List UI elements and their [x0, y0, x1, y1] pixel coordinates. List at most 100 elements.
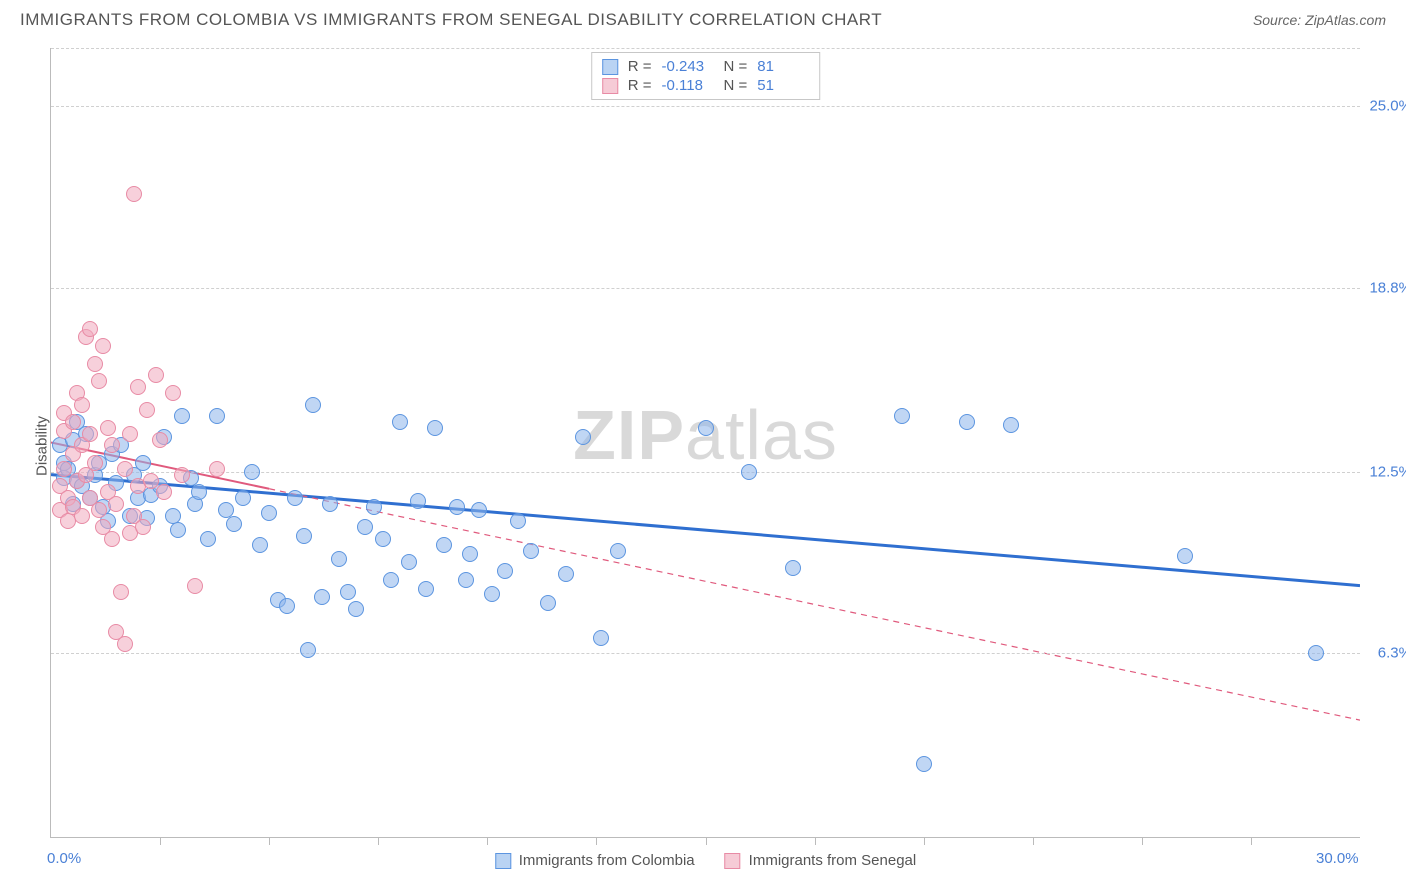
legend-label: Immigrants from Colombia: [519, 852, 695, 869]
data-point-colombia: [418, 581, 434, 597]
legend-swatch: [725, 853, 741, 869]
data-point-colombia: [959, 414, 975, 430]
data-point-colombia: [497, 563, 513, 579]
data-point-senegal: [152, 432, 168, 448]
data-point-colombia: [401, 554, 417, 570]
data-point-senegal: [165, 385, 181, 401]
x-tick: [487, 837, 488, 845]
data-point-colombia: [331, 551, 347, 567]
data-point-colombia: [575, 429, 591, 445]
y-tick-label: 25.0%: [1369, 98, 1406, 115]
data-point-colombia: [1308, 645, 1324, 661]
data-point-senegal: [82, 426, 98, 442]
data-point-colombia: [287, 490, 303, 506]
y-tick-label: 6.3%: [1378, 644, 1406, 661]
data-point-colombia: [218, 502, 234, 518]
trend-lines: [51, 48, 1360, 837]
data-point-senegal: [130, 379, 146, 395]
x-tick: [1251, 837, 1252, 845]
legend-swatch: [602, 59, 618, 75]
data-point-colombia: [261, 505, 277, 521]
series-legend: Immigrants from Colombia Immigrants from …: [495, 852, 916, 869]
data-point-colombia: [383, 572, 399, 588]
data-point-senegal: [148, 367, 164, 383]
data-point-colombia: [296, 528, 312, 544]
data-point-colombia: [593, 630, 609, 646]
data-point-senegal: [87, 356, 103, 372]
data-point-senegal: [187, 578, 203, 594]
data-point-colombia: [510, 513, 526, 529]
data-point-colombia: [458, 572, 474, 588]
data-point-colombia: [357, 519, 373, 535]
data-point-colombia: [916, 756, 932, 772]
data-point-colombia: [484, 586, 500, 602]
data-point-colombia: [449, 499, 465, 515]
data-point-senegal: [91, 373, 107, 389]
data-point-senegal: [122, 426, 138, 442]
data-point-colombia: [305, 397, 321, 413]
data-point-colombia: [244, 464, 260, 480]
legend-item: Immigrants from Senegal: [725, 852, 917, 869]
legend-label: Immigrants from Senegal: [749, 852, 917, 869]
data-point-colombia: [191, 484, 207, 500]
data-point-colombia: [540, 595, 556, 611]
data-point-colombia: [200, 531, 216, 547]
data-point-senegal: [117, 636, 133, 652]
n-value: 81: [757, 58, 809, 75]
n-value: 51: [757, 77, 809, 94]
data-point-senegal: [91, 502, 107, 518]
stats-legend-row: R =-0.243N =81: [602, 57, 810, 76]
gridline: [51, 48, 1360, 49]
data-point-senegal: [74, 508, 90, 524]
r-value: -0.118: [662, 77, 714, 94]
data-point-senegal: [209, 461, 225, 477]
data-point-colombia: [170, 522, 186, 538]
data-point-colombia: [785, 560, 801, 576]
data-point-colombia: [392, 414, 408, 430]
data-point-senegal: [156, 484, 172, 500]
stats-legend: R =-0.243N =81R =-0.118N =51: [591, 52, 821, 100]
x-axis-min-label: 0.0%: [47, 850, 81, 867]
chart-title: IMMIGRANTS FROM COLOMBIA VS IMMIGRANTS F…: [20, 10, 882, 30]
data-point-colombia: [471, 502, 487, 518]
data-point-colombia: [348, 601, 364, 617]
data-point-colombia: [894, 408, 910, 424]
data-point-senegal: [126, 186, 142, 202]
data-point-colombia: [410, 493, 426, 509]
legend-item: Immigrants from Colombia: [495, 852, 695, 869]
x-tick: [269, 837, 270, 845]
y-axis-label: Disability: [34, 416, 51, 476]
stats-legend-row: R =-0.118N =51: [602, 76, 810, 95]
data-point-colombia: [436, 537, 452, 553]
x-tick: [815, 837, 816, 845]
data-point-senegal: [74, 397, 90, 413]
x-tick: [160, 837, 161, 845]
data-point-colombia: [314, 589, 330, 605]
data-point-colombia: [322, 496, 338, 512]
data-point-senegal: [100, 420, 116, 436]
data-point-colombia: [235, 490, 251, 506]
data-point-colombia: [165, 508, 181, 524]
data-point-colombia: [427, 420, 443, 436]
data-point-senegal: [113, 584, 129, 600]
data-point-senegal: [87, 455, 103, 471]
data-point-senegal: [65, 414, 81, 430]
source-attribution: Source: ZipAtlas.com: [1253, 12, 1386, 28]
data-point-colombia: [279, 598, 295, 614]
data-point-senegal: [143, 473, 159, 489]
x-axis-max-label: 30.0%: [1316, 850, 1359, 867]
legend-swatch: [602, 78, 618, 94]
data-point-colombia: [340, 584, 356, 600]
data-point-colombia: [1177, 548, 1193, 564]
data-point-senegal: [108, 496, 124, 512]
gridline: [51, 288, 1360, 289]
y-tick-label: 12.5%: [1369, 463, 1406, 480]
legend-swatch: [495, 853, 511, 869]
data-point-colombia: [462, 546, 478, 562]
x-tick: [596, 837, 597, 845]
x-tick: [706, 837, 707, 845]
data-point-colombia: [741, 464, 757, 480]
x-tick: [378, 837, 379, 845]
data-point-colombia: [366, 499, 382, 515]
data-point-senegal: [104, 437, 120, 453]
